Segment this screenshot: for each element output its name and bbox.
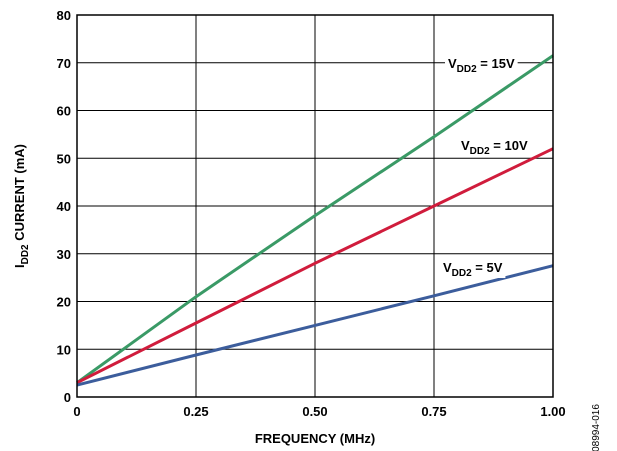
series-line xyxy=(76,264,554,387)
series-label-background xyxy=(440,258,506,278)
y-tick-label: 20 xyxy=(57,295,71,310)
y-tick-label: 10 xyxy=(57,342,71,357)
figure-code: 08994-016 xyxy=(591,404,602,451)
y-tick-label: 70 xyxy=(57,56,71,71)
series-layer xyxy=(76,54,554,387)
series-label-background xyxy=(458,136,531,156)
y-tick-label: 60 xyxy=(57,104,71,119)
x-tick-label: 0 xyxy=(73,404,80,419)
x-tick-label: 0.25 xyxy=(183,404,208,419)
y-tick-label: 30 xyxy=(57,247,71,262)
y-tick-label: 80 xyxy=(57,8,71,23)
y-tick-label: 40 xyxy=(57,199,71,214)
x-tick-label: 1.00 xyxy=(540,404,565,419)
plot-frame xyxy=(76,14,554,398)
series-line xyxy=(76,54,554,384)
x-tick-label: 0.75 xyxy=(421,404,446,419)
y-tick-label: 0 xyxy=(64,390,71,405)
y-tick-label: 50 xyxy=(57,151,71,166)
series-line xyxy=(76,147,554,385)
x-axis-title: FREQUENCY (MHz) xyxy=(255,431,375,446)
x-tick-label: 0.50 xyxy=(302,404,327,419)
series-label-background xyxy=(445,54,518,74)
series-label: VDD2 = 5V xyxy=(443,260,503,279)
series-label: VDD2 = 15V xyxy=(448,56,515,75)
series-label: VDD2 = 10V xyxy=(461,138,528,157)
tick-labels: 0 0.25 0.50 0.75 1.00 0 10 20 30 40 50 60 70 80 xyxy=(57,8,566,419)
series-labels: VDD2 = 15V VDD2 = 10V VDD2 = 5V xyxy=(440,54,531,279)
y-axis-title: IDD2 CURRENT (mA) xyxy=(12,144,31,268)
